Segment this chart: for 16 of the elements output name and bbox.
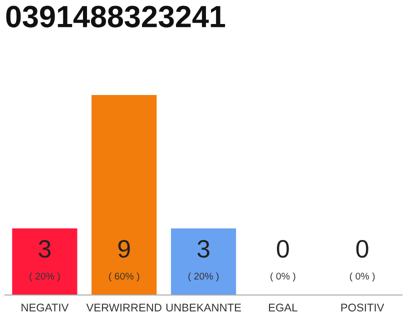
x-tick-label: UNBEKANNTE xyxy=(166,304,241,312)
annotation: ( 0% ) xyxy=(270,272,296,282)
data-label: 9 xyxy=(118,240,130,258)
data-label: 3 xyxy=(198,240,210,258)
annotation: ( 60% ) xyxy=(109,272,140,282)
annotation: ( 20% ) xyxy=(30,272,60,282)
annotation: ( 0% ) xyxy=(350,272,375,282)
data-label: 0 xyxy=(356,240,368,258)
x-tick-label: NEGATIV xyxy=(22,304,69,312)
x-tick-label: POSITIV xyxy=(341,304,384,312)
x-tick-label: EGAL xyxy=(268,304,298,312)
chart-title: 0391488323241 xyxy=(6,6,226,28)
x-tick-label: VERWIRREND xyxy=(86,304,162,312)
data-label: 3 xyxy=(38,240,51,258)
annotation: ( 20% ) xyxy=(188,272,219,282)
data-label: 0 xyxy=(276,240,289,258)
